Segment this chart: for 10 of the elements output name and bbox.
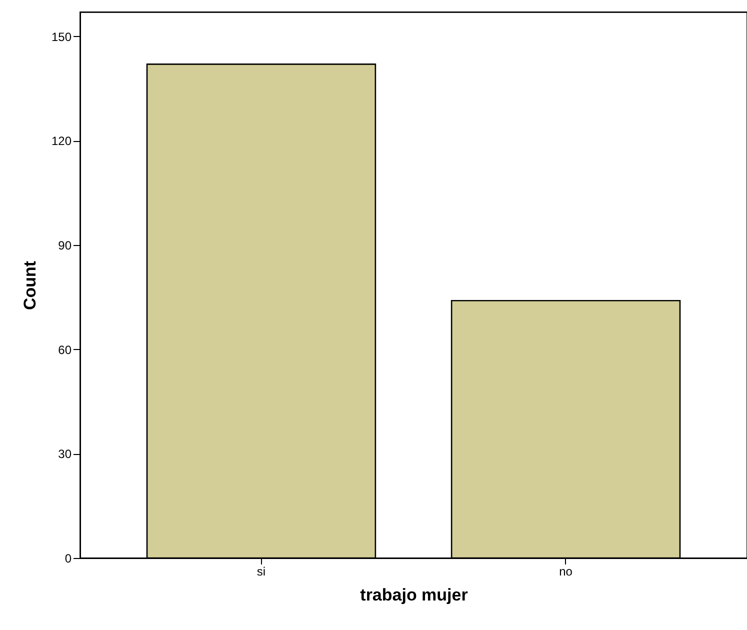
y-tick-label: 30 [58, 447, 72, 462]
y-tick-label: 150 [51, 30, 72, 44]
y-axis-title: Count [20, 260, 40, 310]
y-tick-label: 60 [58, 342, 72, 357]
x-axis-title: trabajo mujer [360, 586, 468, 604]
y-tick-label: 120 [51, 134, 72, 148]
x-tick-label: si [256, 564, 266, 578]
y-tick-label: 90 [58, 238, 72, 253]
y-tick-label: 0 [64, 552, 72, 566]
x-tick-label: no [559, 564, 573, 578]
